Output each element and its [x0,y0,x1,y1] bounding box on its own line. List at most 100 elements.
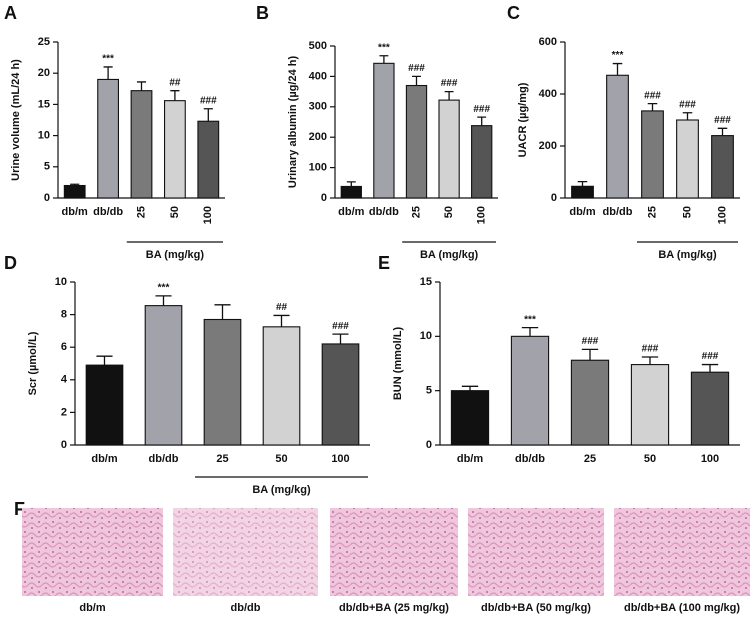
bar [97,78,120,199]
error-bar [346,181,356,187]
bar [676,119,699,199]
error-bar [214,304,231,320]
y-axis-label: Scr (µmol/L) [27,331,39,395]
group-label: BA (mg/kg) [252,484,311,496]
x-tick-label: 25 [216,453,228,465]
bar [438,99,460,199]
significance-label: ### [332,321,349,332]
bar [641,110,664,199]
y-tick-label: 0 [551,192,557,204]
panel-letter: D [4,253,17,273]
group-label: BA (mg/kg) [420,249,479,261]
y-tick-label: 400 [539,88,557,100]
x-tick-label: 100 [701,453,719,465]
error-bar [521,326,539,337]
image-caption: db/db+BA (50 mg/kg) [481,602,591,614]
error-bar [96,355,113,366]
panel-letter: C [507,3,520,23]
x-tick-label: 50 [644,453,656,465]
panel-letter: F [14,499,25,519]
y-axis-label: Urinary albumin (µg/24 h) [287,56,299,189]
x-tick-label: db/db [603,206,633,218]
bar [63,184,86,199]
significance-label: *** [102,54,114,65]
y-axis-label: BUN (mmol/L) [392,327,404,401]
y-tick-label: 2 [61,406,67,418]
y-tick-label: 10 [420,330,432,342]
significance-label: ### [582,336,599,347]
histology-image [22,508,163,596]
significance-label: ### [642,344,659,355]
error-bar [103,66,113,80]
bar [630,364,670,446]
y-tick-label: 8 [61,309,67,321]
x-tick-label: db/db [369,206,399,218]
significance-label: *** [524,314,536,325]
x-tick-label: 100 [202,206,214,224]
histology-image [330,508,458,596]
bar [85,364,124,446]
x-tick-label: db/m [338,206,364,218]
x-tick-label: db/m [569,206,595,218]
x-tick-label: db/db [515,453,545,465]
bar [571,185,594,199]
significance-label: ### [200,95,217,106]
y-tick-label: 0 [61,439,67,451]
significance-label: ### [644,90,661,101]
image-caption: db/db+BA (25 mg/kg) [339,602,449,614]
y-tick-label: 600 [539,36,557,48]
histology-image [614,508,750,596]
x-tick-label: 100 [476,206,488,224]
y-tick-label: 0 [44,192,50,204]
bar [405,84,428,199]
y-tick-label: 500 [309,40,327,52]
significance-label: ### [679,99,696,110]
y-tick-label: 200 [309,131,327,143]
significance-label: ### [714,115,731,126]
image-caption: db/db+BA (100 mg/kg) [624,602,740,614]
y-tick-label: 15 [420,276,432,288]
error-bar [717,127,728,136]
y-tick-label: 6 [61,341,67,353]
error-bar [203,108,213,122]
bar [130,90,153,199]
x-tick-label: db/m [62,206,88,218]
error-bar [581,348,599,361]
panel-letter: A [4,3,17,23]
error-bar [612,62,623,76]
significance-label: ### [408,63,425,74]
bar [711,135,734,199]
bar [144,305,183,446]
y-tick-label: 5 [44,161,50,173]
bar [197,120,220,199]
error-bar [647,102,658,111]
bar [510,335,550,446]
y-tick-label: 20 [38,67,50,79]
y-axis-label: Urine volume (mL/24 h) [10,59,22,181]
bar [606,74,629,199]
y-tick-label: 4 [61,374,68,386]
x-tick-label: db/db [149,453,179,465]
bar [471,125,493,199]
significance-label: *** [158,282,170,293]
image-caption: db/db [231,602,261,614]
histology-image [173,508,318,596]
error-bar [379,55,389,64]
panel-letter: B [256,3,269,23]
error-bar [332,333,349,344]
x-tick-label: db/db [93,206,123,218]
y-tick-label: 10 [55,276,67,288]
x-tick-label: 25 [410,206,422,218]
bar [262,326,301,446]
x-tick-label: 100 [716,206,728,224]
bar [163,100,186,199]
error-bar [273,314,290,327]
x-tick-label: 25 [135,206,147,218]
x-tick-label: 50 [169,206,181,218]
y-tick-label: 25 [38,36,50,48]
error-bar [412,75,421,86]
panel-letter: E [378,253,390,273]
x-tick-label: 25 [584,453,596,465]
y-tick-label: 15 [38,98,50,110]
bar [373,62,395,199]
